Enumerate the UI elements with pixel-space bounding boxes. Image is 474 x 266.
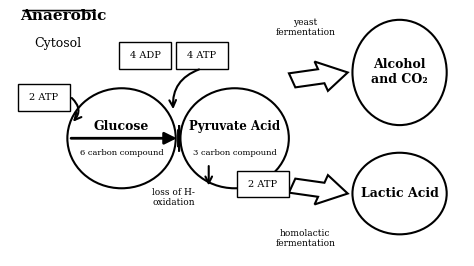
Text: Alcohol
and CO₂: Alcohol and CO₂ — [371, 59, 428, 86]
Text: 2 ATP: 2 ATP — [248, 180, 277, 189]
Text: Cytosol: Cytosol — [35, 37, 82, 50]
Text: 6 carbon compound: 6 carbon compound — [80, 149, 164, 157]
Text: Lactic Acid: Lactic Acid — [361, 187, 438, 200]
FancyBboxPatch shape — [119, 42, 171, 69]
Text: 4 ATP: 4 ATP — [187, 51, 216, 60]
Text: 2 ATP: 2 ATP — [29, 93, 58, 102]
FancyArrowPatch shape — [72, 98, 82, 120]
Polygon shape — [178, 125, 180, 151]
Text: Glucose: Glucose — [94, 120, 149, 133]
Text: Pyruvate Acid: Pyruvate Acid — [189, 120, 280, 133]
Text: homolactic
fermentation: homolactic fermentation — [275, 228, 335, 248]
FancyBboxPatch shape — [18, 84, 70, 111]
FancyBboxPatch shape — [176, 42, 228, 69]
FancyArrowPatch shape — [169, 69, 199, 107]
Text: Anaerobic: Anaerobic — [20, 9, 107, 23]
Text: yeast
fermentation: yeast fermentation — [275, 18, 335, 38]
Polygon shape — [289, 61, 348, 91]
Polygon shape — [289, 175, 348, 205]
Text: 3 carbon compound: 3 carbon compound — [193, 149, 277, 157]
Text: loss of H-
oxidation: loss of H- oxidation — [152, 188, 195, 207]
FancyBboxPatch shape — [237, 171, 289, 197]
Text: 4 ADP: 4 ADP — [130, 51, 161, 60]
